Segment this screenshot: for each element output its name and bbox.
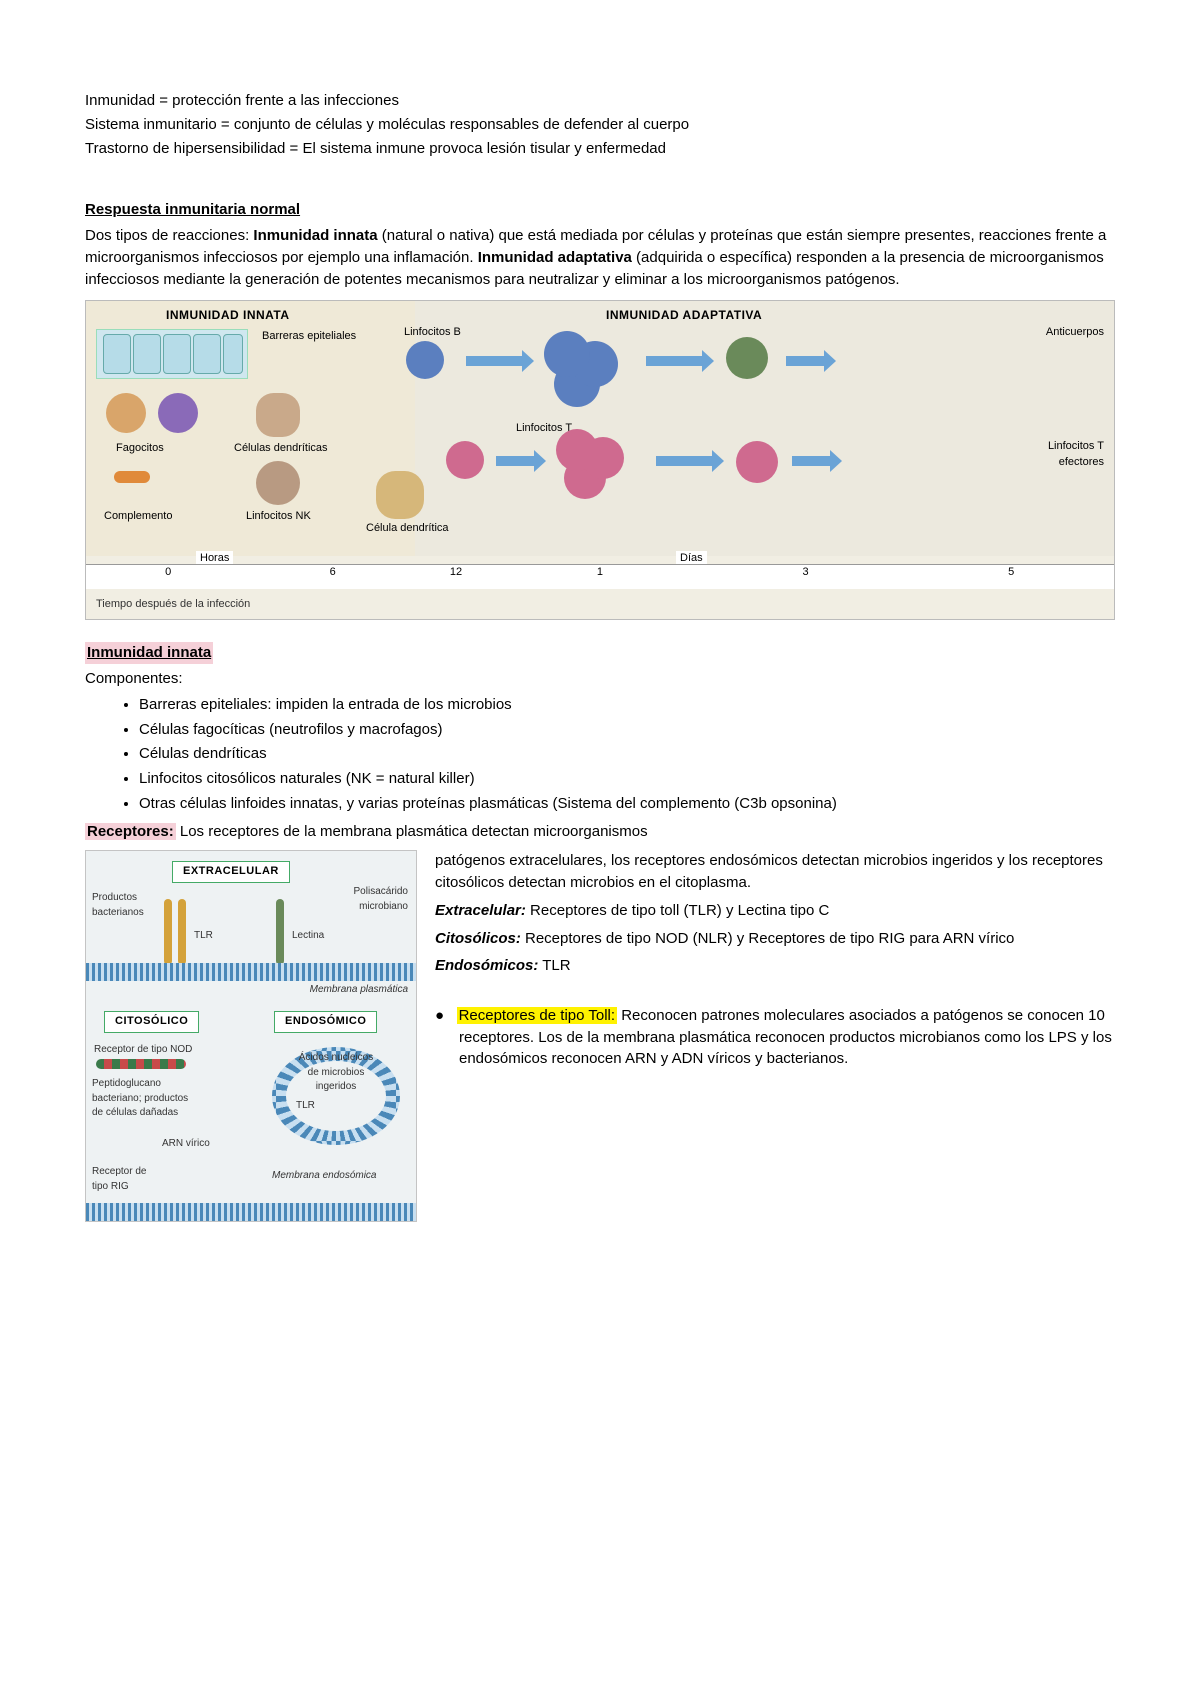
receptores-text: Los receptores de la membrana plasmática… [176,823,648,840]
fig1-cell-fagocito-2 [158,393,198,433]
section-respuesta: Respuesta inmunitaria normal Dos tipos d… [85,181,1115,290]
fig2-nod-shape [96,1059,186,1069]
fig2-label-endosomico: ENDOSÓMICO [274,1011,377,1033]
fig2-label-extracelular: EXTRACELULAR [172,861,290,883]
bullet-icon: ● [435,1007,457,1024]
figure-immunity-overview: INMUNIDAD INNATA INMUNIDAD ADAPTATIVA Ba… [85,300,1115,620]
txt: TLR [538,957,570,974]
two-column-block: EXTRACELULAR Productos bacterianos Polis… [85,850,1115,1222]
fig1-cell-dendritica [256,393,300,437]
fig1-cell-nk [256,461,300,505]
bold-adaptativa: Inmunidad adaptativa [478,249,632,266]
fig2-tag-arn: ARN vírico [162,1137,210,1152]
txt: Receptores de tipo NOD (NLR) y Receptore… [521,930,1015,947]
fig1-label-anticuerpos: Anticuerpos [1046,325,1104,341]
tick: 1 [497,565,703,589]
fig1-cell-linfB-cluster [544,331,590,377]
receptores-line: Receptores: Los receptores de la membran… [85,821,1115,843]
fig2-tag-polisac: Polisacárido microbiano [328,885,408,914]
fig2-label-citosolico: CITOSÓLICO [104,1011,199,1033]
arrow-icon [646,356,704,366]
intro-block: Inmunidad = protección frente a las infe… [85,90,1115,159]
tick: 5 [908,565,1114,589]
intro-line-3: Trastorno de hipersensibilidad = El sist… [85,138,1115,160]
fig1-cell-complemento [114,471,150,483]
fig1-label-fagocitos: Fagocitos [116,441,164,457]
heading-innata: Inmunidad innata [85,642,213,664]
fig1-label-barreras: Barreras epiteliales [262,329,356,345]
arrow-icon [792,456,832,466]
fig2-tag-productos: Productos bacterianos [92,891,152,920]
fig1-caption: Tiempo después de la infección [96,597,250,613]
fig2-lectina [276,899,284,965]
fig2-tag-lectina: Lectina [292,929,324,944]
fig2-tag-tlr: TLR [194,929,213,944]
txt: Receptores de tipo toll (TLR) y Lectina … [526,902,829,919]
lbl: Endosómicos: [435,957,538,974]
fig1-cell-dend-adapt [376,471,424,519]
section-innata: Inmunidad innata Componentes: Barreras e… [85,624,1115,842]
list-item: Barreras epiteliales: impiden la entrada… [139,694,1115,716]
tick: 6 [250,565,414,589]
componentes-label: Componentes: [85,668,1115,690]
fig2-tag-nod: Receptor de tipo NOD [94,1043,192,1058]
fig2-tlr-1 [164,899,172,965]
arrow-icon [466,356,524,366]
tick: 12 [415,565,497,589]
tick: 3 [703,565,909,589]
intro-line-2: Sistema inmunitario = conjunto de célula… [85,114,1115,136]
fig1-cell-linfT-ef [736,441,778,483]
fig1-label-linfTef: Linfocitos T efectores [1034,439,1104,471]
fig1-cell-linfB-1 [406,341,444,379]
right-column-text: patógenos extracelulares, los receptores… [435,850,1115,1076]
fig2-tag-acidos: Ácidos nucleicos de microbios ingeridos [296,1051,376,1095]
arrow-icon [786,356,826,366]
list-item: Células fagocíticas (neutrofilos y macro… [139,719,1115,741]
componentes-list: Barreras epiteliales: impiden la entrada… [85,694,1115,815]
fig1-epithelial-barrier [96,329,248,379]
lbl: Citosólicos: [435,930,521,947]
right-extracelular: Extracelular: Receptores de tipo toll (T… [435,900,1115,922]
fig2-bottom-membrane [86,1203,416,1221]
fig1-label-linfB: Linfocitos B [404,325,461,341]
fig2-tag-tlr-endo: TLR [296,1099,315,1114]
heading-respuesta: Respuesta inmunitaria normal [85,199,300,221]
fig2-tag-peptido: Peptidoglucano bacteriano; productos de … [92,1077,202,1121]
fig2-label-memb-plas: Membrana plasmática [310,983,408,998]
fig2-plasma-membrane [86,963,416,981]
list-item: Linfocitos citosólicos naturales (NK = n… [139,768,1115,790]
fig1-label-complemento: Complemento [104,509,172,525]
respuesta-body: Dos tipos de reacciones: Inmunidad innat… [85,225,1115,290]
right-endosomicos: Endosómicos: TLR [435,955,1115,977]
fig1-cell-linfT-cluster [556,429,598,471]
fig1-label-dendriticas: Células dendríticas [234,441,328,457]
list-item: Células dendríticas [139,743,1115,765]
fig2-label-memb-endo: Membrana endosómica [272,1169,377,1184]
receptores-label: Receptores: [85,823,176,840]
list-item: Otras células linfoides innatas, y varia… [139,793,1115,815]
right-citosolicos: Citosólicos: Receptores de tipo NOD (NLR… [435,928,1115,950]
fig1-cell-fagocito-1 [106,393,146,433]
fig1-time-axis: 0 6 12 1 3 5 [86,564,1114,589]
figure-receptor-locations: EXTRACELULAR Productos bacterianos Polis… [85,850,417,1222]
tick: 0 [86,565,250,589]
fig1-title-innata: INMUNIDAD INNATA [166,307,290,324]
right-p1: patógenos extracelulares, los receptores… [435,850,1115,894]
fig1-label-nk: Linfocitos NK [246,509,311,525]
arrow-icon [656,456,714,466]
fig1-cell-linfT-1 [446,441,484,479]
txt: Dos tipos de reacciones: [85,227,253,244]
fig1-label-celdend: Célula dendrítica [366,521,449,537]
right-toll: ● Receptores de tipo Toll: Reconocen pat… [435,1005,1115,1070]
lbl: Extracelular: [435,902,526,919]
intro-line-1: Inmunidad = protección frente a las infe… [85,90,1115,112]
fig1-title-adaptativa: INMUNIDAD ADAPTATIVA [606,307,762,324]
fig2-tlr-2 [178,899,186,965]
toll-highlight: Receptores de tipo Toll: [457,1007,617,1024]
arrow-icon [496,456,536,466]
fig2-tag-rig: Receptor de tipo RIG [92,1165,152,1194]
bold-innata: Inmunidad innata [253,227,377,244]
fig1-cell-plasma [726,337,768,379]
